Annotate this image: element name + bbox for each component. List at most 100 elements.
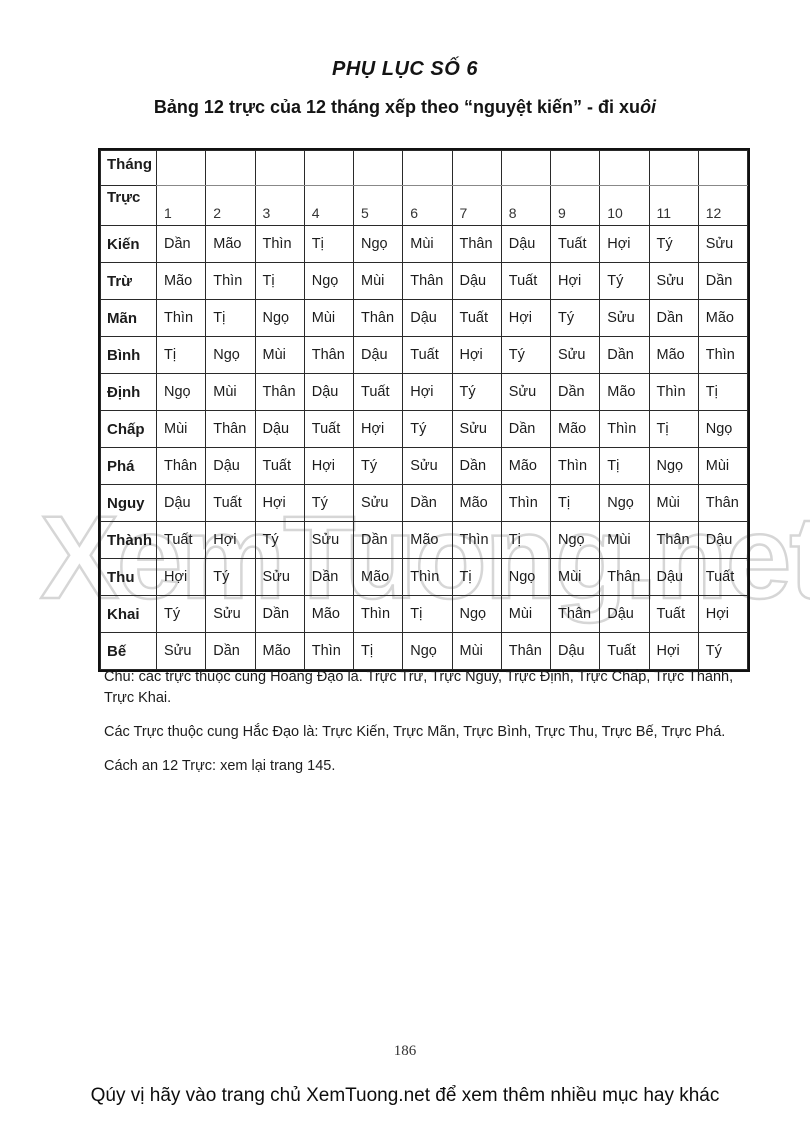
- table-row: Kiến Dần Mão Thìn Tị Ngọ Mùi Thân Dậu Tu…: [100, 225, 749, 263]
- cell-chap-8: Dần: [500, 410, 552, 448]
- row-label-kien: Kiến: [100, 225, 157, 263]
- cell-nguy-3: Hợi: [254, 484, 305, 522]
- month-header-3-label: 3: [262, 205, 271, 221]
- cell-thu-12: Tuất: [697, 558, 749, 596]
- note-reference: Cách an 12 Trực: xem lại trang 145.: [104, 758, 336, 775]
- cell-be-5: Tị: [352, 632, 404, 670]
- cell-tru-12: Dần: [697, 262, 749, 300]
- row-label-be: Bế: [100, 632, 157, 670]
- cell-dinh-2: Mùi: [205, 373, 256, 411]
- cell-kien-12: Sửu: [697, 225, 749, 263]
- cell-kien-7: Thân: [451, 225, 502, 263]
- cell-thanh-12: Dậu: [697, 521, 749, 559]
- truc-table: Tháng Trực 1 2 3 4 5 6 7 8 9 10 11 12: [100, 150, 749, 670]
- cell-khai-10: Dậu: [599, 595, 650, 633]
- cell-dinh-4: Dậu: [303, 373, 355, 411]
- cell-tru-9: Hợi: [549, 262, 601, 300]
- row-label-man: Mãn: [100, 299, 157, 337]
- notes-section: Chú: các trực thuộc cung Hoàng Đạo là. T…: [104, 667, 744, 790]
- cell-nguy-4: Tý: [303, 484, 355, 522]
- cell-man-2: Tị: [205, 299, 256, 337]
- cell-man-3: Ngọ: [254, 299, 305, 337]
- cell-dinh-1: Ngọ: [155, 373, 207, 411]
- cell-chap-2: Thân: [205, 410, 256, 448]
- page-number: 186: [393, 1043, 417, 1059]
- table-row: Bế Sửu Dần Mão Thìn Tị Ngọ Mùi Thân Dậu …: [100, 632, 749, 670]
- note-hoang-dao: Chú: các trực thuộc cung Hoàng Đạo là. T…: [104, 669, 734, 707]
- table-row: Mãn Thìn Tị Ngọ Mùi Thân Dậu Tuất Hợi Tý…: [100, 299, 749, 337]
- row-label-thanh: Thành: [100, 521, 157, 559]
- cell-man-1: Thìn: [155, 299, 207, 337]
- row-label-khai: Khai: [100, 595, 157, 633]
- cell-dinh-5: Tuất: [352, 373, 404, 411]
- cell-tru-4: Ngọ: [303, 262, 355, 300]
- cell-tru-3: Tị: [254, 262, 305, 300]
- cell-kien-10: Hợi: [599, 225, 650, 263]
- month-header-7-label: 7: [459, 205, 468, 221]
- cell-thanh-1: Tuất: [155, 521, 207, 559]
- cell-khai-7: Ngọ: [451, 595, 502, 633]
- month-header-1: 1: [155, 150, 207, 226]
- cell-pha-8: Mão: [500, 447, 552, 485]
- cell-binh-8: Tý: [500, 336, 552, 374]
- cell-khai-11: Tuất: [648, 595, 699, 633]
- cell-thanh-4: Sửu: [303, 521, 355, 559]
- month-header-10: 10: [599, 150, 650, 226]
- cell-pha-12: Mùi: [697, 447, 749, 485]
- cell-thu-6: Thìn: [402, 558, 453, 596]
- cell-thanh-9: Ngọ: [549, 521, 601, 559]
- cell-tru-10: Tý: [599, 262, 650, 300]
- cell-binh-3: Mùi: [254, 336, 305, 374]
- month-header-5: 5: [352, 150, 404, 226]
- cell-pha-9: Thìn: [549, 447, 601, 485]
- cell-thanh-6: Mão: [402, 521, 453, 559]
- cell-be-9: Dậu: [549, 632, 601, 670]
- table-row: Định Ngọ Mùi Thân Dậu Tuất Hợi Tý Sửu Dầ…: [100, 373, 749, 411]
- cell-binh-11: Mão: [648, 336, 699, 374]
- cell-dinh-3: Thân: [254, 373, 305, 411]
- cell-man-4: Mùi: [303, 299, 355, 337]
- cell-man-11: Dần: [648, 299, 699, 337]
- cell-thu-4: Dần: [303, 558, 355, 596]
- cell-kien-9: Tuất: [549, 225, 601, 263]
- row-label-chap: Chấp: [100, 410, 157, 448]
- cell-dinh-9: Dần: [549, 373, 601, 411]
- cell-nguy-5: Sửu: [352, 484, 404, 522]
- cell-dinh-10: Mão: [599, 373, 650, 411]
- month-header-2: 2: [205, 150, 256, 226]
- cell-pha-10: Tị: [599, 447, 650, 485]
- cell-kien-11: Tý: [648, 225, 699, 263]
- table-row: Khai Tý Sửu Dần Mão Thìn Tị Ngọ Mùi Thân…: [100, 595, 749, 633]
- month-header-2-label: 2: [213, 205, 222, 221]
- cell-tru-8: Tuất: [500, 262, 552, 300]
- cell-pha-1: Thân: [155, 447, 207, 485]
- cell-thanh-5: Dần: [352, 521, 404, 559]
- cell-binh-5: Dậu: [352, 336, 404, 374]
- cell-thu-5: Mão: [352, 558, 404, 596]
- cell-pha-4: Hợi: [303, 447, 355, 485]
- month-header-8: 8: [500, 150, 552, 226]
- row-label-pha: Phá: [100, 447, 157, 485]
- cell-khai-3: Dần: [254, 595, 305, 633]
- cell-be-4: Thìn: [303, 632, 355, 670]
- cell-chap-6: Tý: [402, 410, 453, 448]
- corner-label-thang: Tháng: [107, 156, 152, 173]
- cell-dinh-11: Thìn: [648, 373, 699, 411]
- cell-thu-2: Tý: [205, 558, 256, 596]
- cell-be-7: Mùi: [451, 632, 502, 670]
- cell-nguy-12: Thân: [697, 484, 749, 522]
- cell-chap-10: Thìn: [599, 410, 650, 448]
- month-header-11-label: 11: [656, 205, 672, 221]
- cell-kien-4: Tị: [303, 225, 355, 263]
- page-subtitle-tail: ôi: [640, 97, 657, 117]
- cell-thanh-7: Thìn: [451, 521, 502, 559]
- site-footer-text: Qúy vị hãy vào trang chủ XemTuong.net để…: [90, 1085, 720, 1106]
- table-body: Kiến Dần Mão Thìn Tị Ngọ Mùi Thân Dậu Tu…: [100, 225, 749, 670]
- table-row: Chấp Mùi Thân Dậu Tuất Hợi Tý Sửu Dần Mã…: [100, 410, 749, 448]
- month-header-5-label: 5: [361, 205, 369, 221]
- page-subtitle: Bảng 12 trực của 12 tháng xếp theo “nguy…: [0, 97, 810, 118]
- cell-tru-1: Mão: [155, 262, 207, 300]
- cell-pha-7: Dần: [451, 447, 502, 485]
- cell-chap-3: Dậu: [254, 410, 305, 448]
